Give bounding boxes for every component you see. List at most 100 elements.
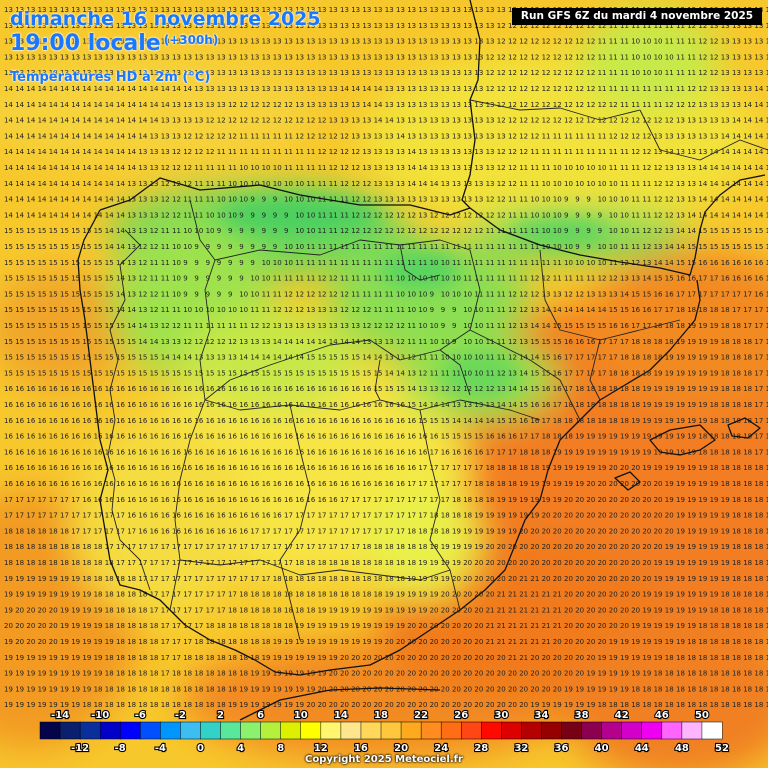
svg-text:13: 13 — [26, 69, 35, 77]
svg-text:15: 15 — [60, 306, 69, 314]
svg-text:19: 19 — [586, 433, 595, 441]
svg-text:12: 12 — [553, 38, 562, 46]
svg-text:21: 21 — [530, 606, 539, 614]
svg-text:18: 18 — [362, 591, 371, 599]
svg-text:14: 14 — [38, 117, 47, 125]
svg-text:18: 18 — [743, 654, 752, 662]
svg-text:11: 11 — [519, 196, 528, 204]
svg-text:15: 15 — [116, 338, 125, 346]
svg-text:18: 18 — [754, 591, 763, 599]
svg-text:19: 19 — [620, 433, 629, 441]
svg-text:14: 14 — [127, 132, 136, 140]
svg-text:18: 18 — [732, 354, 741, 362]
svg-text:12: 12 — [654, 227, 663, 235]
svg-text:20: 20 — [642, 512, 651, 520]
svg-text:13: 13 — [430, 132, 439, 140]
svg-text:13: 13 — [284, 85, 293, 93]
svg-text:14: 14 — [452, 417, 461, 425]
svg-text:19: 19 — [250, 685, 259, 693]
svg-text:20: 20 — [586, 638, 595, 646]
svg-text:13: 13 — [407, 132, 416, 140]
svg-text:16: 16 — [262, 496, 271, 504]
svg-text:13: 13 — [250, 69, 259, 77]
svg-text:18: 18 — [138, 654, 147, 662]
svg-text:12: 12 — [172, 148, 181, 156]
svg-text:12: 12 — [508, 354, 517, 362]
svg-text:11: 11 — [486, 290, 495, 298]
svg-text:11: 11 — [340, 196, 349, 204]
svg-text:18: 18 — [105, 559, 114, 567]
svg-text:15: 15 — [71, 227, 80, 235]
svg-text:17: 17 — [463, 480, 472, 488]
svg-text:16: 16 — [138, 401, 147, 409]
svg-text:14: 14 — [430, 180, 439, 188]
svg-text:10: 10 — [295, 211, 304, 219]
svg-text:13: 13 — [38, 38, 47, 46]
svg-text:11: 11 — [564, 132, 573, 140]
svg-text:18: 18 — [732, 685, 741, 693]
svg-text:15: 15 — [60, 275, 69, 283]
svg-text:19: 19 — [306, 685, 315, 693]
svg-text:13: 13 — [318, 101, 327, 109]
svg-text:13: 13 — [396, 196, 405, 204]
svg-text:16: 16 — [766, 275, 768, 283]
svg-text:14: 14 — [105, 227, 114, 235]
svg-text:21: 21 — [542, 622, 551, 630]
svg-text:13: 13 — [474, 132, 483, 140]
svg-text:17: 17 — [250, 575, 259, 583]
svg-text:16: 16 — [127, 448, 136, 456]
svg-text:12: 12 — [609, 132, 618, 140]
svg-text:20: 20 — [553, 543, 562, 551]
svg-text:18: 18 — [766, 543, 768, 551]
svg-text:11: 11 — [318, 259, 327, 267]
svg-text:14: 14 — [49, 101, 58, 109]
svg-text:15: 15 — [49, 322, 58, 330]
svg-text:20: 20 — [38, 622, 47, 630]
svg-text:13: 13 — [150, 132, 159, 140]
svg-text:12: 12 — [508, 148, 517, 156]
svg-text:16: 16 — [542, 385, 551, 393]
svg-text:15: 15 — [26, 306, 35, 314]
svg-text:18: 18 — [362, 575, 371, 583]
svg-text:20: 20 — [620, 591, 629, 599]
svg-text:21: 21 — [508, 606, 517, 614]
svg-text:15: 15 — [620, 306, 629, 314]
svg-text:14: 14 — [116, 259, 125, 267]
svg-text:15: 15 — [49, 290, 58, 298]
svg-text:20: 20 — [586, 496, 595, 504]
svg-text:20: 20 — [441, 701, 450, 709]
svg-text:13: 13 — [698, 117, 707, 125]
svg-text:15: 15 — [15, 243, 24, 251]
svg-text:16: 16 — [351, 401, 360, 409]
svg-text:16: 16 — [721, 259, 730, 267]
svg-text:13: 13 — [138, 38, 147, 46]
svg-text:18: 18 — [710, 401, 719, 409]
svg-text:19: 19 — [676, 464, 685, 472]
svg-text:11: 11 — [273, 148, 282, 156]
svg-text:11: 11 — [340, 259, 349, 267]
svg-text:18: 18 — [732, 701, 741, 709]
svg-text:11: 11 — [396, 259, 405, 267]
svg-text:15: 15 — [732, 243, 741, 251]
svg-text:9: 9 — [262, 243, 266, 251]
svg-text:12: 12 — [542, 69, 551, 77]
svg-text:14: 14 — [38, 211, 47, 219]
svg-text:13: 13 — [161, 6, 170, 14]
svg-text:20: 20 — [340, 670, 349, 678]
svg-text:19: 19 — [49, 701, 58, 709]
svg-text:14: 14 — [116, 243, 125, 251]
svg-text:18: 18 — [676, 685, 685, 693]
svg-text:17: 17 — [385, 496, 394, 504]
svg-text:9: 9 — [206, 275, 210, 283]
svg-text:12: 12 — [474, 211, 483, 219]
svg-text:10: 10 — [642, 69, 651, 77]
svg-text:12: 12 — [329, 132, 338, 140]
svg-text:14: 14 — [105, 101, 114, 109]
svg-text:11: 11 — [441, 369, 450, 377]
svg-text:16: 16 — [441, 448, 450, 456]
svg-text:17: 17 — [620, 338, 629, 346]
svg-text:18: 18 — [732, 480, 741, 488]
svg-text:11: 11 — [676, 85, 685, 93]
svg-text:17: 17 — [150, 591, 159, 599]
legend-top-label: 22 — [414, 710, 428, 721]
